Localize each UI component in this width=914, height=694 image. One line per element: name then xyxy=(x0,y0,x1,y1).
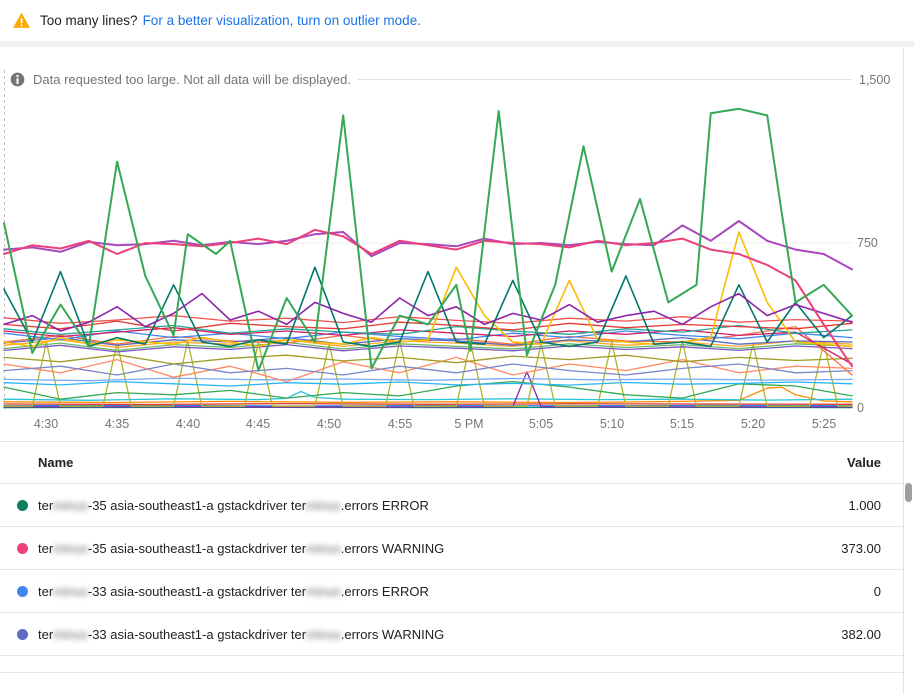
series-teal-mid xyxy=(3,324,853,335)
chart-plot[interactable] xyxy=(0,60,914,440)
x-axis: 4:30 4:35 4:40 4:45 4:50 4:55 5 PM 5:05 … xyxy=(0,417,914,433)
legend-header: Name Value xyxy=(0,442,903,484)
series-near-zero-cyan xyxy=(3,390,853,401)
series-red-mid-2 xyxy=(3,314,853,324)
series-value: 373.00 xyxy=(841,540,881,556)
series-color-dot xyxy=(17,499,28,511)
y-tick-1500: 1,500 xyxy=(859,72,891,87)
series-olive-low xyxy=(3,354,853,365)
info-icon xyxy=(10,72,25,87)
redacted-text: minus xyxy=(53,626,88,642)
series-color-dot xyxy=(17,628,28,640)
legend-row[interactable]: terminus-35 asia-southeast1-a gstackdriv… xyxy=(0,484,903,527)
y-tick-750: 750 xyxy=(857,236,878,250)
series-value: 0 xyxy=(873,583,881,599)
series-warning-33-purple xyxy=(3,220,853,271)
notice-text: Data requested too large. Not all data w… xyxy=(33,72,351,87)
x-tick: 5:20 xyxy=(740,417,766,431)
series-lightblue-low xyxy=(3,380,853,387)
series-warning-35-pink xyxy=(3,228,853,368)
x-tick: 4:35 xyxy=(104,417,130,431)
redacted-text: minus xyxy=(306,540,341,556)
legend-row[interactable]: terminus-33 asia-southeast1-a gstackdriv… xyxy=(0,613,903,656)
data-truncated-notice: Data requested too large. Not all data w… xyxy=(10,71,914,88)
x-tick: 4:55 xyxy=(387,417,413,431)
gridline-1500 xyxy=(357,79,852,80)
series-green-low xyxy=(3,380,853,400)
x-tick: 4:30 xyxy=(33,417,59,431)
legend-row-partial xyxy=(0,656,903,673)
series-yellow-spiky xyxy=(3,231,853,348)
y-tick-0: 0 xyxy=(857,401,864,415)
series-magenta-mid xyxy=(3,327,853,365)
series-name: terminus-33 asia-southeast1-a gstackdriv… xyxy=(38,626,445,642)
redacted-text: minus xyxy=(53,497,88,513)
series-value: 1.000 xyxy=(848,497,881,513)
series-name: terminus-35 asia-southeast1-a gstackdriv… xyxy=(38,497,429,513)
series-name: terminus-33 asia-southeast1-a gstackdriv… xyxy=(38,583,429,599)
series-value: 382.00 xyxy=(841,626,881,642)
legend-table: Name Value terminus-35 asia-southeast1-a… xyxy=(0,441,903,673)
redacted-text: minus xyxy=(306,626,341,642)
series-violet-mid xyxy=(3,343,853,353)
series-near-zero-purple xyxy=(3,371,853,408)
x-tick: 5:25 xyxy=(811,417,837,431)
redacted-text: minus xyxy=(306,497,341,513)
series-color-dot xyxy=(17,542,28,554)
series-name: terminus-35 asia-southeast1-a gstackdriv… xyxy=(38,540,445,556)
series-near-zero-red xyxy=(3,402,853,406)
outlier-mode-link[interactable]: For a better visualization, turn on outl… xyxy=(142,13,421,28)
redacted-text: minus xyxy=(53,583,88,599)
x-tick: 4:50 xyxy=(316,417,342,431)
legend-row[interactable]: terminus-33 asia-southeast1-a gstackdriv… xyxy=(0,570,903,613)
series-red-mid xyxy=(3,320,853,332)
x-tick: 4:40 xyxy=(175,417,201,431)
series-indigo-low xyxy=(3,363,853,376)
series-olive-sawtooth xyxy=(3,340,853,407)
scrollbar-track xyxy=(903,47,904,694)
series-error-green-spiky xyxy=(3,107,853,372)
scrollbar-thumb[interactable] xyxy=(905,483,912,502)
value-column-header[interactable]: Value xyxy=(847,455,881,470)
series-blue-low xyxy=(3,377,853,382)
series-lines xyxy=(3,107,853,409)
x-tick: 5:10 xyxy=(599,417,625,431)
series-teal-spiky xyxy=(3,266,853,348)
too-many-lines-banner: Too many lines? For a better visualizati… xyxy=(0,0,914,41)
banner-text: Too many lines? xyxy=(40,13,138,28)
x-tick: 4:45 xyxy=(245,417,271,431)
banner-divider xyxy=(0,41,914,47)
series-near-zero-orange xyxy=(3,386,853,404)
warning-icon xyxy=(13,12,30,28)
x-tick: 5:05 xyxy=(528,417,554,431)
legend-row[interactable]: terminus-35 asia-southeast1-a gstackdriv… xyxy=(0,527,903,570)
series-purple-mid-spiky xyxy=(3,292,853,332)
x-tick: 5:15 xyxy=(669,417,695,431)
redacted-text: minus xyxy=(53,540,88,556)
name-column-header[interactable]: Name xyxy=(38,455,74,470)
redacted-text: minus xyxy=(306,583,341,599)
series-color-dot xyxy=(17,585,28,597)
x-tick: 5 PM xyxy=(454,417,484,431)
